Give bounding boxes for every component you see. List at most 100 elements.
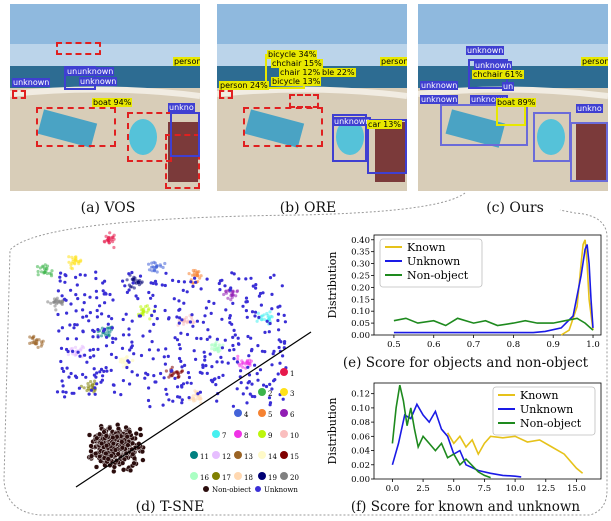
legend-class-label: 13 [244,453,253,461]
tsne-point-unknown [76,350,80,354]
tsne-point-unknown [112,390,117,394]
tsne-point-unknown [101,289,105,293]
tsne-point-class-4 [154,265,158,269]
tsne-point-unknown [218,288,222,292]
det-label: unkno [168,103,195,112]
tsne-point-unknown [278,361,282,365]
tsne-point-unknown [270,307,274,311]
tsne-point-class-18 [193,389,197,393]
y-tick-label: 0.04 [351,447,370,457]
tsne-point-unknown [67,375,71,379]
tsne-point-non-object [112,447,119,453]
tsne-point-class-6 [226,296,230,300]
tsne-point-unknown [58,279,62,283]
box-dashed-red [12,90,26,99]
tsne-point-unknown [108,292,112,297]
tsne-point-unknown [125,290,129,294]
tsne-point-unknown [81,329,85,333]
tsne-point-non-object [131,460,137,466]
caption-ours: (c) Ours [486,200,544,216]
tsne-point-non-object [133,431,139,437]
legend-class-swatch [258,430,266,438]
tsne-point-non-object [111,468,117,475]
tsne-point-class-2 [43,267,47,271]
y-tick-label: 0.10 [351,307,370,317]
tsne-point-unknown [272,379,276,383]
tsne-point-non-object [140,457,146,463]
tsne-point-unknown [69,288,73,292]
tsne-point-unknown [210,365,214,369]
tsne-point-unknown [94,289,98,293]
tsne-point-unknown [65,366,69,370]
tsne-point-unknown [244,277,248,281]
tsne-point-unknown [104,366,108,370]
tsne-point-class-7 [260,314,264,318]
tsne-point-class-13 [28,341,32,345]
tsne-point-unknown [175,315,179,319]
tsne-point-unknown [69,302,73,306]
tsne-point-unknown [201,365,205,369]
det-label: boat 89% [496,98,537,107]
legend-class-swatch [258,409,266,417]
tsne-point-class-7 [266,313,270,317]
y-tick-label: 0.25 [351,271,370,281]
tsne-point-class-7 [270,315,274,319]
tsne-point-unknown [151,293,155,297]
tsne-point-unknown [231,335,235,339]
det-label: unknown [470,95,509,104]
tsne-point-unknown [201,363,205,367]
legend-class-label: 18 [244,474,253,482]
tsne-point-unknown [192,349,196,353]
tsne-point-class-14 [131,358,135,362]
tsne-point-unknown [276,305,280,309]
tsne-point-unknown [180,318,184,322]
tsne-point-class-8 [246,362,250,366]
tsne-point-class-15 [176,372,180,376]
tsne-point-non-object [96,431,103,437]
box-dashed-red [243,107,323,147]
y-tick-label: 0.06 [351,432,370,442]
box-blue [332,114,367,162]
tsne-point-non-object [93,464,100,470]
tsne-point-unknown [263,350,267,354]
legend-label: Unknown [407,255,460,268]
tsne-point-unknown [256,378,260,382]
tsne-point-unknown [232,357,236,361]
tsne-point-unknown [167,316,171,320]
tsne-point-unknown [223,338,227,342]
tsne-point-class-16 [213,348,217,352]
tsne-point-non-object [119,460,126,466]
tsne-point-unknown [182,301,186,305]
tsne-point-unknown [246,381,250,385]
x-tick-label: 5.0 [447,484,461,494]
tsne-point-class-1 [104,234,108,238]
tsne-point-unknown [152,322,156,326]
tsne-point-unknown [109,352,114,356]
tsne-point-unknown [164,271,168,275]
tsne-point-class-6 [230,295,234,299]
tsne-point-unknown [105,369,109,373]
tsne-point-non-object [103,450,109,457]
tsne-point-unknown [180,401,184,405]
tsne-point-class-6 [229,298,233,302]
tsne-point-unknown [235,360,239,364]
chart-objects-nonobject: 0.5 0.6 0.7 0.8 0.9 1.0 0.00 0.05 0.10 0.15 0.20 0.… [326,234,602,350]
tsne-point-class-3 [70,255,74,259]
tsne-point-class-9 [142,309,146,313]
x-tick-label: 0.9 [546,340,560,350]
tsne-point-unknown [74,337,78,341]
tsne-point-unknown [203,358,207,362]
tsne-point-class-19 [133,276,137,280]
tsne-point-unknown [231,343,235,348]
caption-tsne: (d) T-SNE [135,499,205,515]
tsne-point-unknown [245,401,249,405]
tsne-point-unknown [214,383,218,387]
series-line-known [560,239,594,336]
tsne-point-unknown [183,363,187,367]
tsne-point-unknown [267,396,272,400]
tsne-point-unknown [244,300,248,304]
tsne-point-unknown [217,375,221,380]
tsne-point-unknown [283,320,287,324]
tsne-point-unknown [199,287,203,291]
tsne-point-class-19 [137,280,141,284]
